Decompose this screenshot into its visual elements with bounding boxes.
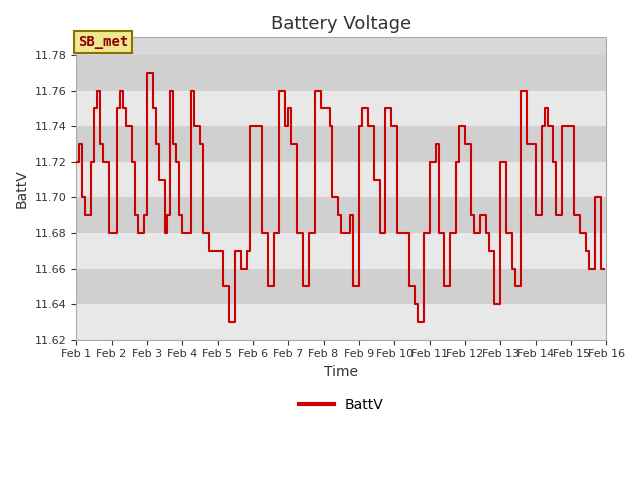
BattV <box>134 230 142 236</box>
BattV <box>225 319 233 325</box>
BattV <box>278 88 286 94</box>
Y-axis label: BattV: BattV <box>15 169 29 208</box>
X-axis label: Time: Time <box>324 365 358 379</box>
Bar <box>76 126 607 162</box>
Legend: BattV: BattV <box>294 392 389 418</box>
BattV <box>184 230 192 236</box>
Bar <box>76 55 607 91</box>
Bar <box>76 268 607 304</box>
BattV <box>72 159 80 165</box>
BattV <box>600 265 607 271</box>
BattV <box>547 123 554 129</box>
Text: SB_met: SB_met <box>78 35 128 49</box>
BattV <box>588 265 596 271</box>
Line: BattV: BattV <box>76 73 604 322</box>
Bar <box>76 233 607 268</box>
Bar <box>76 91 607 126</box>
Bar <box>76 197 607 233</box>
Title: Battery Voltage: Battery Voltage <box>271 15 412 33</box>
BattV <box>81 212 89 218</box>
BattV <box>143 70 150 76</box>
Bar <box>76 162 607 197</box>
Bar <box>76 304 607 340</box>
